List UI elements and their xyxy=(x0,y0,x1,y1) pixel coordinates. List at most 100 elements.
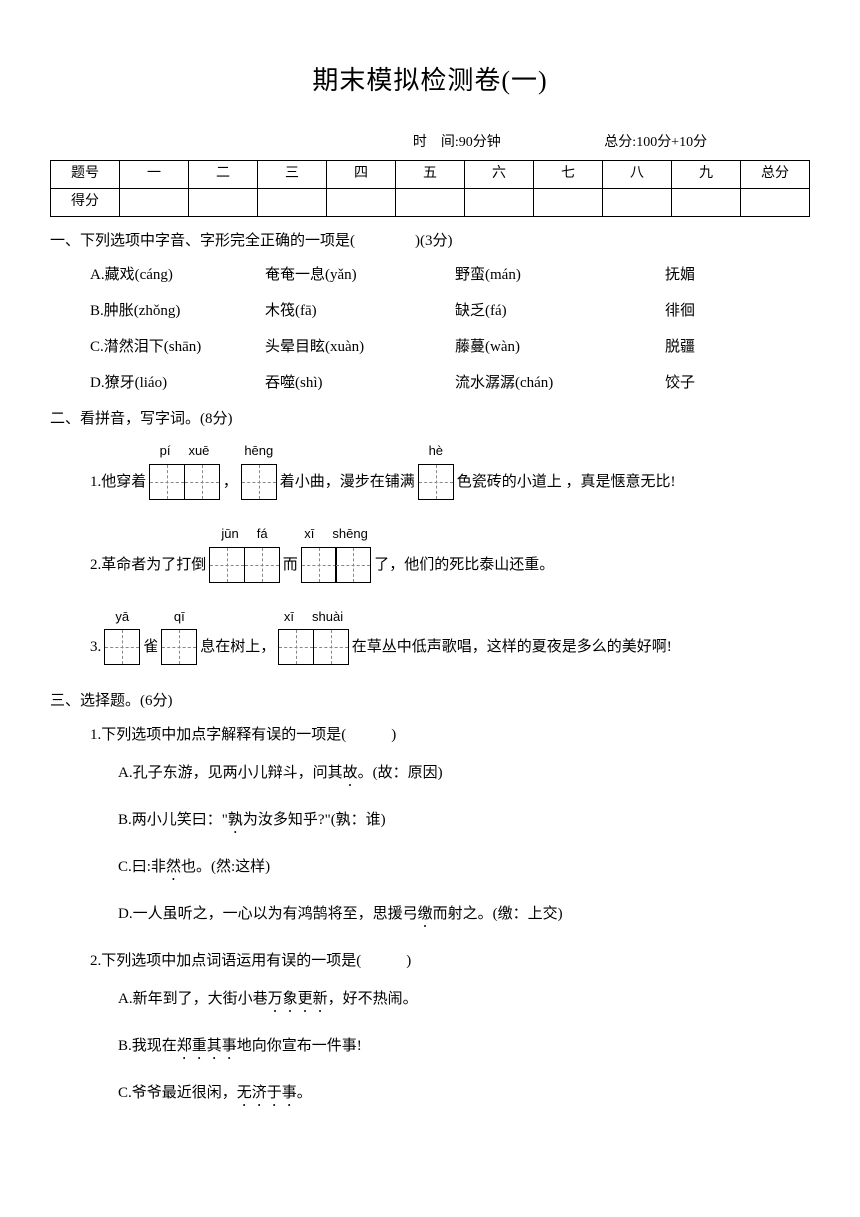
text: ，好不热闹。 xyxy=(328,991,418,1007)
q1b-2: 木筏(fā) xyxy=(265,299,455,323)
q2-l3-t2: 雀 xyxy=(143,635,158,665)
text: 为汝多知乎?"(孰：谁) xyxy=(243,812,386,828)
q2-l1-t1: 1.他穿着 xyxy=(90,470,146,500)
q2-l1-t3: 着小曲，漫步在铺满 xyxy=(280,470,415,500)
pinyin: xī xyxy=(284,607,294,628)
q1-option-d: D.獠牙(liáo) 吞噬(shì) 流水潺潺(chán) 饺子 xyxy=(50,371,810,395)
pinyin-box: píxuē xyxy=(149,441,220,500)
col-9: 九 xyxy=(672,160,741,188)
text: 而射之。(缴：上交) xyxy=(433,906,563,922)
time-value: 90分钟 xyxy=(459,132,501,154)
col-2: 二 xyxy=(189,160,258,188)
text: 也。(然:这样) xyxy=(181,859,270,875)
q3-sub2-c: C.爷爷最近很闲，无济于事。 xyxy=(50,1081,810,1110)
q1b-4: 徘徊 xyxy=(665,299,810,323)
total-value: 100分+10分 xyxy=(636,132,707,154)
pinyin-box: hēng xyxy=(241,441,277,500)
q1c-3: 藤蔓(wàn) xyxy=(455,335,665,359)
pinyin: xī xyxy=(304,524,314,545)
q3-sub2-a: A.新年到了，大街小巷万象更新，好不热闹。 xyxy=(50,987,810,1016)
pinyin-box: xīshuài xyxy=(278,607,349,666)
pinyin-box: yā xyxy=(104,607,140,666)
q1a-2: 奄奄一息(yǎn) xyxy=(265,263,455,287)
q3-sub1-a: A.孔子东游，见两小儿辩斗，问其故。(故：原因) xyxy=(50,761,810,790)
pinyin-box: jūn fá xyxy=(209,524,280,583)
col-7: 七 xyxy=(534,160,603,188)
q3-sub1-stem: 1.下列选项中加点字解释有误的一项是( ) xyxy=(50,723,810,747)
q1d-3: 流水潺潺(chán) xyxy=(455,371,665,395)
q2-line3: 3. yā 雀 qī 息在树上， xīshuài 在草丛中低声歌唱，这样的夏夜是… xyxy=(50,607,810,666)
emphasized-char: 孰 xyxy=(228,812,243,828)
q1d-1: D.獠牙(liáo) xyxy=(90,371,265,395)
text: A.新年到了，大街小巷 xyxy=(118,991,268,1007)
pinyin: jūn xyxy=(221,524,238,545)
page-title: 期末模拟检测卷(一) xyxy=(50,60,810,102)
q1-title: 一、下列选项中字音、字形完全正确的一项是( )(3分) xyxy=(50,229,810,253)
q1a-1: A.藏戏(cáng) xyxy=(90,263,265,287)
text: B.我现在 xyxy=(118,1038,177,1054)
score-table: 题号 一 二 三 四 五 六 七 八 九 总分 得分 xyxy=(50,160,810,217)
col-4: 四 xyxy=(327,160,396,188)
text: 。 xyxy=(297,1085,312,1101)
text: C.爷爷最近很闲， xyxy=(118,1085,237,1101)
q1a-4: 抚媚 xyxy=(665,263,810,287)
q2-title: 二、看拼音，写字词。(8分) xyxy=(50,407,810,431)
q2-l1-t2: ， xyxy=(223,470,238,500)
table-row: 题号 一 二 三 四 五 六 七 八 九 总分 xyxy=(51,160,810,188)
q1-option-c: C.潸然泪下(shān) 头晕目眩(xuàn) 藤蔓(wàn) 脱疆 xyxy=(50,335,810,359)
question-3: 三、选择题。(6分) 1.下列选项中加点字解释有误的一项是( ) A.孔子东游，… xyxy=(50,689,810,1110)
q2-l3-t1: 3. xyxy=(90,635,101,665)
q2-l3-t3: 息在树上， xyxy=(200,635,275,665)
emphasized-char: 缴 xyxy=(418,906,433,922)
q1a-3: 野蛮(mán) xyxy=(455,263,665,287)
time-label: 时 间: xyxy=(413,132,459,154)
q1-option-a: A.藏戏(cáng) 奄奄一息(yǎn) 野蛮(mán) 抚媚 xyxy=(50,263,810,287)
question-2: 二、看拼音，写字词。(8分) 1.他穿着 píxuē ， hēng 着小曲，漫步… xyxy=(50,407,810,665)
q1d-2: 吞噬(shì) xyxy=(265,371,455,395)
col-total: 总分 xyxy=(741,160,810,188)
pinyin: yā xyxy=(115,607,129,628)
time-score-line: 时 间:90分钟 总分:100分+10分 xyxy=(50,132,810,154)
q2-l1-t4: 色瓷砖的小道上 ，真是惬意无比! xyxy=(457,470,676,500)
text: C.曰:非 xyxy=(118,859,166,875)
pinyin-box: hè xyxy=(418,441,454,500)
q2-l2-t1: 2.革命者为了打倒 xyxy=(90,553,206,583)
header-tihao: 题号 xyxy=(51,160,120,188)
question-1: 一、下列选项中字音、字形完全正确的一项是( )(3分) A.藏戏(cáng) 奄… xyxy=(50,229,810,395)
header-defen: 得分 xyxy=(51,188,120,216)
pinyin: pí xyxy=(160,441,171,462)
pinyin: shēng xyxy=(332,524,367,545)
q3-sub1-c: C.曰:非然也。(然:这样) xyxy=(50,855,810,884)
q3-title: 三、选择题。(6分) xyxy=(50,689,810,713)
q2-line2: 2.革命者为了打倒 jūn fá 而 xīshēng 了，他们的死比泰山还重。 xyxy=(50,524,810,583)
col-5: 五 xyxy=(396,160,465,188)
text: 地向你宣布一件事! xyxy=(237,1038,362,1054)
pinyin: hè xyxy=(429,441,443,462)
col-6: 六 xyxy=(465,160,534,188)
q3-sub1-b: B.两小儿笑曰："孰为汝多知乎?"(孰：谁) xyxy=(50,808,810,837)
pinyin-box: xīshēng xyxy=(301,524,372,583)
table-row: 得分 xyxy=(51,188,810,216)
q2-l2-t3: 了，他们的死比泰山还重。 xyxy=(374,553,554,583)
emphasized-char: 然 xyxy=(166,859,181,875)
emphasized-char: 故 xyxy=(343,765,358,781)
q2-l2-t2: 而 xyxy=(283,553,298,583)
q1c-2: 头晕目眩(xuàn) xyxy=(265,335,455,359)
col-8: 八 xyxy=(603,160,672,188)
pinyin: shuài xyxy=(312,607,343,628)
q1-option-b: B.肿胀(zhǒng) 木筏(fā) 缺乏(fá) 徘徊 xyxy=(50,299,810,323)
pinyin: xuē xyxy=(188,441,209,462)
q1d-4: 饺子 xyxy=(665,371,810,395)
emphasized-word: 万象更新 xyxy=(268,991,328,1007)
text: D.一人虽听之，一心以为有鸿鹄将至，思援弓 xyxy=(118,906,418,922)
q1b-3: 缺乏(fá) xyxy=(455,299,665,323)
q1c-4: 脱疆 xyxy=(665,335,810,359)
q3-sub2-b: B.我现在郑重其事地向你宣布一件事! xyxy=(50,1034,810,1063)
pinyin: fá xyxy=(257,524,268,545)
pinyin-box: qī xyxy=(161,607,197,666)
text: 。(故：原因) xyxy=(358,765,443,781)
col-1: 一 xyxy=(120,160,189,188)
q2-l3-t4: 在草丛中低声歌唱，这样的夏夜是多么的美好啊! xyxy=(352,635,672,665)
q1c-1: C.潸然泪下(shān) xyxy=(90,335,265,359)
q2-line1: 1.他穿着 píxuē ， hēng 着小曲，漫步在铺满 hè 色瓷砖的小道上 … xyxy=(50,441,810,500)
